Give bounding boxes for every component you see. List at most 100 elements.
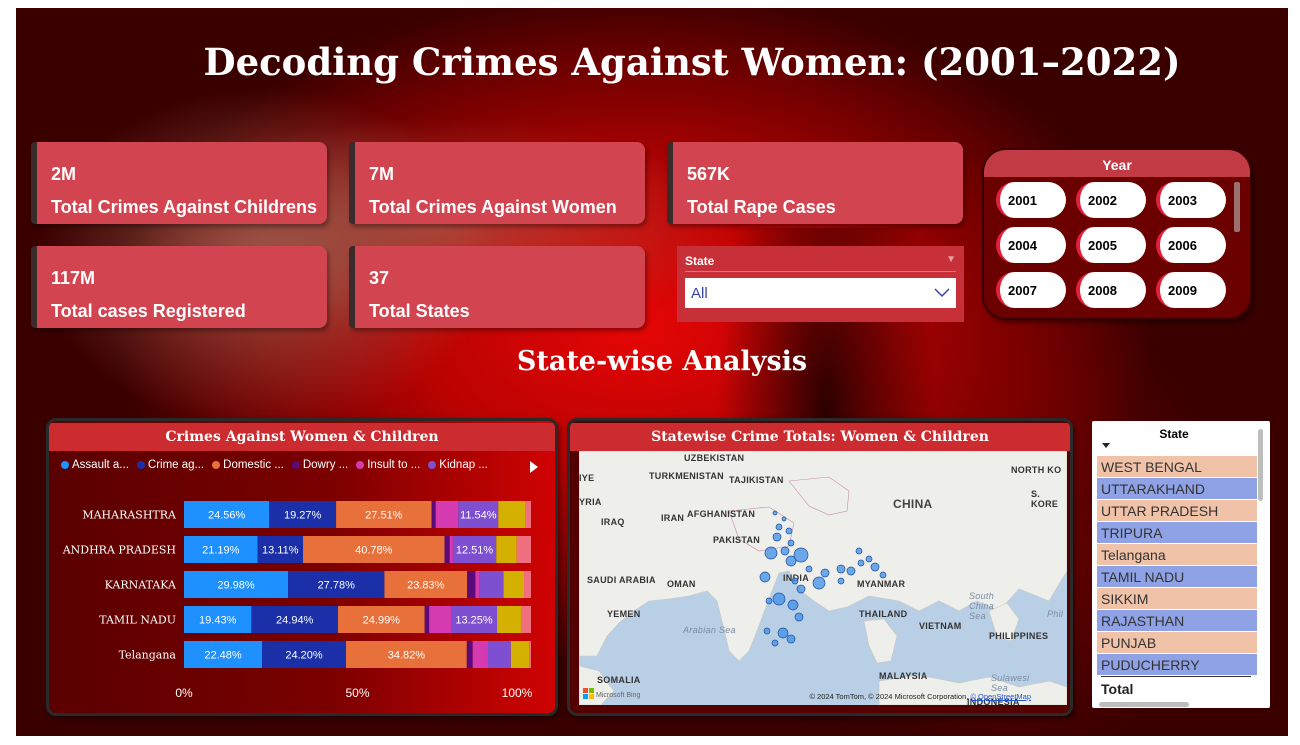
map-bubble[interactable] — [775, 523, 783, 531]
bar-segment[interactable] — [472, 641, 488, 668]
state-table-header[interactable]: State — [1159, 427, 1189, 441]
bar-segment[interactable] — [479, 571, 504, 598]
chevron-down-icon[interactable]: ▼ — [946, 254, 956, 265]
map-bubble[interactable] — [777, 627, 789, 639]
bar-segment[interactable] — [516, 536, 531, 563]
table-vertical-scrollbar[interactable] — [1258, 429, 1263, 501]
bar-segment[interactable] — [496, 536, 517, 563]
map-bubble[interactable] — [794, 612, 804, 622]
legend-item[interactable]: Dowry ... — [291, 459, 348, 471]
legend-next-arrow-icon[interactable] — [530, 461, 538, 473]
table-row[interactable]: TRIPURA — [1097, 521, 1257, 543]
year-scrollbar[interactable] — [1234, 182, 1240, 232]
map-bubble[interactable] — [771, 639, 779, 647]
map-bubble[interactable] — [805, 565, 813, 573]
bar-segment[interactable] — [529, 641, 531, 668]
bar-segment[interactable] — [498, 501, 526, 528]
bar-segment[interactable] — [524, 571, 531, 598]
bar-segment[interactable] — [269, 501, 337, 528]
bar-segment[interactable] — [384, 571, 468, 598]
legend-item[interactable]: Domestic ... — [212, 459, 284, 471]
bar-segment[interactable] — [525, 501, 531, 528]
map-bubble[interactable] — [820, 568, 830, 578]
map-bubble[interactable] — [772, 592, 786, 606]
year-option[interactable]: 2009 — [1156, 272, 1226, 308]
map-bubble[interactable] — [791, 577, 799, 585]
year-option[interactable]: 2007 — [996, 272, 1066, 308]
bubble-map[interactable]: UZBEKISTAN TURKMENISTAN TAJIKISTAN IYE N… — [579, 451, 1067, 705]
map-bubble[interactable] — [772, 532, 782, 542]
legend-item[interactable]: Insult to ... — [356, 459, 420, 471]
year-option[interactable]: 2002 — [1076, 182, 1146, 218]
map-bubble[interactable] — [812, 576, 826, 590]
bar-segment[interactable] — [336, 501, 432, 528]
kpi-card-registered[interactable]: 117M Total cases Registered — [31, 246, 327, 328]
year-option[interactable]: 2005 — [1076, 227, 1146, 263]
map-bubble[interactable] — [786, 634, 796, 644]
bar-segment[interactable] — [303, 536, 445, 563]
table-row[interactable]: UTTAR PRADESH — [1097, 499, 1257, 521]
map-bubble[interactable] — [796, 584, 806, 594]
map-bubble[interactable] — [764, 546, 778, 560]
map-bubble[interactable] — [787, 539, 795, 547]
year-option[interactable]: 2008 — [1076, 272, 1146, 308]
bar-segment[interactable] — [520, 606, 531, 633]
map-bubble[interactable] — [785, 555, 797, 567]
bar-segment[interactable] — [503, 571, 525, 598]
legend-item[interactable]: Assault a... — [61, 459, 129, 471]
bar-segment[interactable] — [458, 501, 499, 528]
bar-segment[interactable] — [184, 606, 252, 633]
map-bubble[interactable] — [870, 562, 880, 572]
map-bubble[interactable] — [763, 627, 771, 635]
bar-segment[interactable] — [487, 641, 511, 668]
bar-segment[interactable] — [184, 641, 263, 668]
table-row[interactable]: TAMIL NADU — [1097, 565, 1257, 587]
bar-segment[interactable] — [184, 501, 270, 528]
bar-segment[interactable] — [510, 641, 530, 668]
bar-segment[interactable] — [431, 501, 436, 528]
bar-segment[interactable] — [337, 606, 425, 633]
bar-segment[interactable] — [475, 571, 480, 598]
bar-segment[interactable] — [429, 606, 452, 633]
legend-item[interactable]: Kidnap ... — [428, 459, 488, 471]
bar-segment[interactable] — [262, 641, 346, 668]
kpi-card-states[interactable]: 37 Total States — [349, 246, 645, 328]
table-row[interactable]: PUNJAB — [1097, 631, 1257, 653]
map-bubble[interactable] — [865, 555, 873, 563]
map-bubble[interactable] — [765, 597, 773, 605]
map-bubble[interactable] — [846, 566, 856, 576]
bar-segment[interactable] — [184, 571, 289, 598]
legend-item[interactable]: Crime ag... — [136, 459, 204, 471]
table-row[interactable]: SIKKIM — [1097, 587, 1257, 609]
table-row[interactable]: Telangana — [1097, 543, 1257, 565]
sort-descending-icon[interactable] — [1102, 443, 1110, 448]
map-bubble[interactable] — [879, 571, 887, 579]
kpi-card-children[interactable]: 2M Total Crimes Against Childrens — [31, 142, 327, 224]
map-bubble[interactable] — [837, 577, 845, 585]
year-option[interactable]: 2001 — [996, 182, 1066, 218]
map-bubble[interactable] — [780, 546, 790, 556]
bar-segment[interactable] — [449, 536, 453, 563]
map-bubble[interactable] — [793, 547, 809, 563]
year-option[interactable]: 2004 — [996, 227, 1066, 263]
map-bubble[interactable] — [857, 559, 865, 567]
bar-segment[interactable] — [345, 641, 467, 668]
year-option[interactable]: 2006 — [1156, 227, 1226, 263]
table-row[interactable]: PUDUCHERRY — [1097, 653, 1257, 675]
year-option[interactable]: 2003 — [1156, 182, 1226, 218]
table-row[interactable]: RAJASTHAN — [1097, 609, 1257, 631]
bar-segment[interactable] — [452, 536, 497, 563]
map-bubble[interactable] — [787, 599, 799, 611]
state-dropdown[interactable]: All — [685, 278, 956, 308]
bar-segment[interactable] — [466, 641, 473, 668]
map-bubble[interactable] — [836, 564, 846, 574]
table-horizontal-scrollbar[interactable] — [1099, 702, 1189, 707]
bar-segment[interactable] — [451, 606, 498, 633]
bar-segment[interactable] — [424, 606, 430, 633]
bar-segment[interactable] — [444, 536, 450, 563]
bar-segment[interactable] — [184, 536, 258, 563]
bar-segment[interactable] — [467, 571, 476, 598]
map-bubble[interactable] — [772, 510, 778, 516]
kpi-card-rape[interactable]: 567K Total Rape Cases — [667, 142, 963, 224]
map-bubble[interactable] — [855, 547, 863, 555]
